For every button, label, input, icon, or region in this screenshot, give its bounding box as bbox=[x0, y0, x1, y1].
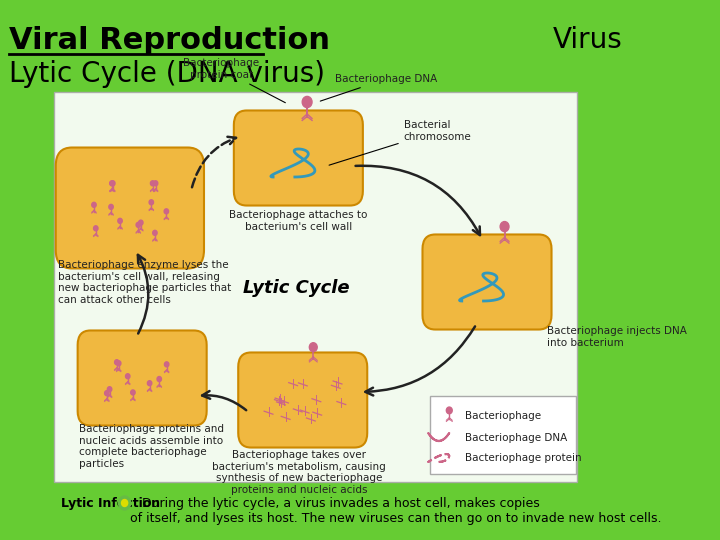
Circle shape bbox=[122, 500, 127, 507]
Circle shape bbox=[446, 407, 452, 414]
Circle shape bbox=[109, 181, 114, 186]
Circle shape bbox=[118, 218, 122, 224]
Circle shape bbox=[164, 362, 169, 367]
Text: Lytic Cycle: Lytic Cycle bbox=[243, 279, 350, 297]
Circle shape bbox=[157, 376, 161, 382]
Text: Bacteriophage enzyme lyses the
bacterium's cell wall, releasing
new bacteriophag: Bacteriophage enzyme lyses the bacterium… bbox=[58, 260, 231, 305]
FancyArrowPatch shape bbox=[356, 166, 480, 235]
Circle shape bbox=[117, 361, 121, 366]
Text: Bacteriophage DNA: Bacteriophage DNA bbox=[465, 433, 567, 443]
Circle shape bbox=[91, 202, 96, 207]
Text: Bacteriophage protein: Bacteriophage protein bbox=[465, 453, 582, 463]
FancyBboxPatch shape bbox=[238, 353, 367, 448]
FancyArrowPatch shape bbox=[138, 255, 148, 334]
Circle shape bbox=[136, 222, 140, 227]
FancyArrowPatch shape bbox=[192, 137, 236, 187]
FancyBboxPatch shape bbox=[78, 330, 207, 426]
Text: Bacteriophage injects DNA
into bacterium: Bacteriophage injects DNA into bacterium bbox=[546, 326, 687, 348]
Text: Bacteriophage attaches to
bacterium's cell wall: Bacteriophage attaches to bacterium's ce… bbox=[229, 210, 367, 232]
Circle shape bbox=[94, 226, 98, 231]
Circle shape bbox=[119, 496, 131, 510]
Circle shape bbox=[150, 181, 155, 186]
FancyBboxPatch shape bbox=[234, 111, 363, 206]
Circle shape bbox=[310, 343, 318, 352]
Circle shape bbox=[104, 390, 109, 396]
Circle shape bbox=[500, 221, 509, 232]
Circle shape bbox=[153, 181, 158, 186]
Text: Bacteriophage takes over
bacterium's metabolism, causing
synthesis of new bacter: Bacteriophage takes over bacterium's met… bbox=[212, 450, 386, 495]
Circle shape bbox=[148, 381, 152, 386]
FancyBboxPatch shape bbox=[55, 92, 577, 482]
Text: Bacteriophage
protein coat: Bacteriophage protein coat bbox=[183, 58, 285, 103]
FancyBboxPatch shape bbox=[55, 147, 204, 268]
FancyBboxPatch shape bbox=[430, 396, 575, 474]
Circle shape bbox=[149, 200, 153, 205]
Circle shape bbox=[302, 97, 312, 107]
FancyArrowPatch shape bbox=[365, 326, 475, 395]
Circle shape bbox=[138, 220, 143, 225]
Text: Lytic Cycle (DNA virus): Lytic Cycle (DNA virus) bbox=[9, 60, 325, 88]
Text: Bacterial
chromosome: Bacterial chromosome bbox=[329, 120, 472, 165]
Circle shape bbox=[111, 181, 115, 186]
Circle shape bbox=[109, 204, 113, 210]
Text: Virus: Virus bbox=[553, 26, 623, 54]
FancyBboxPatch shape bbox=[423, 234, 552, 329]
Text: Bacteriophage DNA: Bacteriophage DNA bbox=[320, 74, 437, 101]
Circle shape bbox=[164, 209, 168, 214]
Text: Bacteriophage: Bacteriophage bbox=[465, 411, 541, 421]
Circle shape bbox=[153, 231, 157, 235]
Circle shape bbox=[107, 387, 112, 392]
Text: Viral Reproduction: Viral Reproduction bbox=[9, 26, 330, 55]
Circle shape bbox=[114, 360, 119, 365]
FancyArrowPatch shape bbox=[202, 391, 246, 410]
Text: During the lytic cycle, a virus invades a host cell, makes copies
of itself, and: During the lytic cycle, a virus invades … bbox=[130, 497, 662, 525]
Circle shape bbox=[125, 374, 130, 379]
Text: Bacteriophage proteins and
nucleic acids assemble into
complete bacteriophage
pa: Bacteriophage proteins and nucleic acids… bbox=[79, 424, 224, 469]
Text: Lytic Infection: Lytic Infection bbox=[61, 497, 161, 510]
Circle shape bbox=[131, 390, 135, 395]
